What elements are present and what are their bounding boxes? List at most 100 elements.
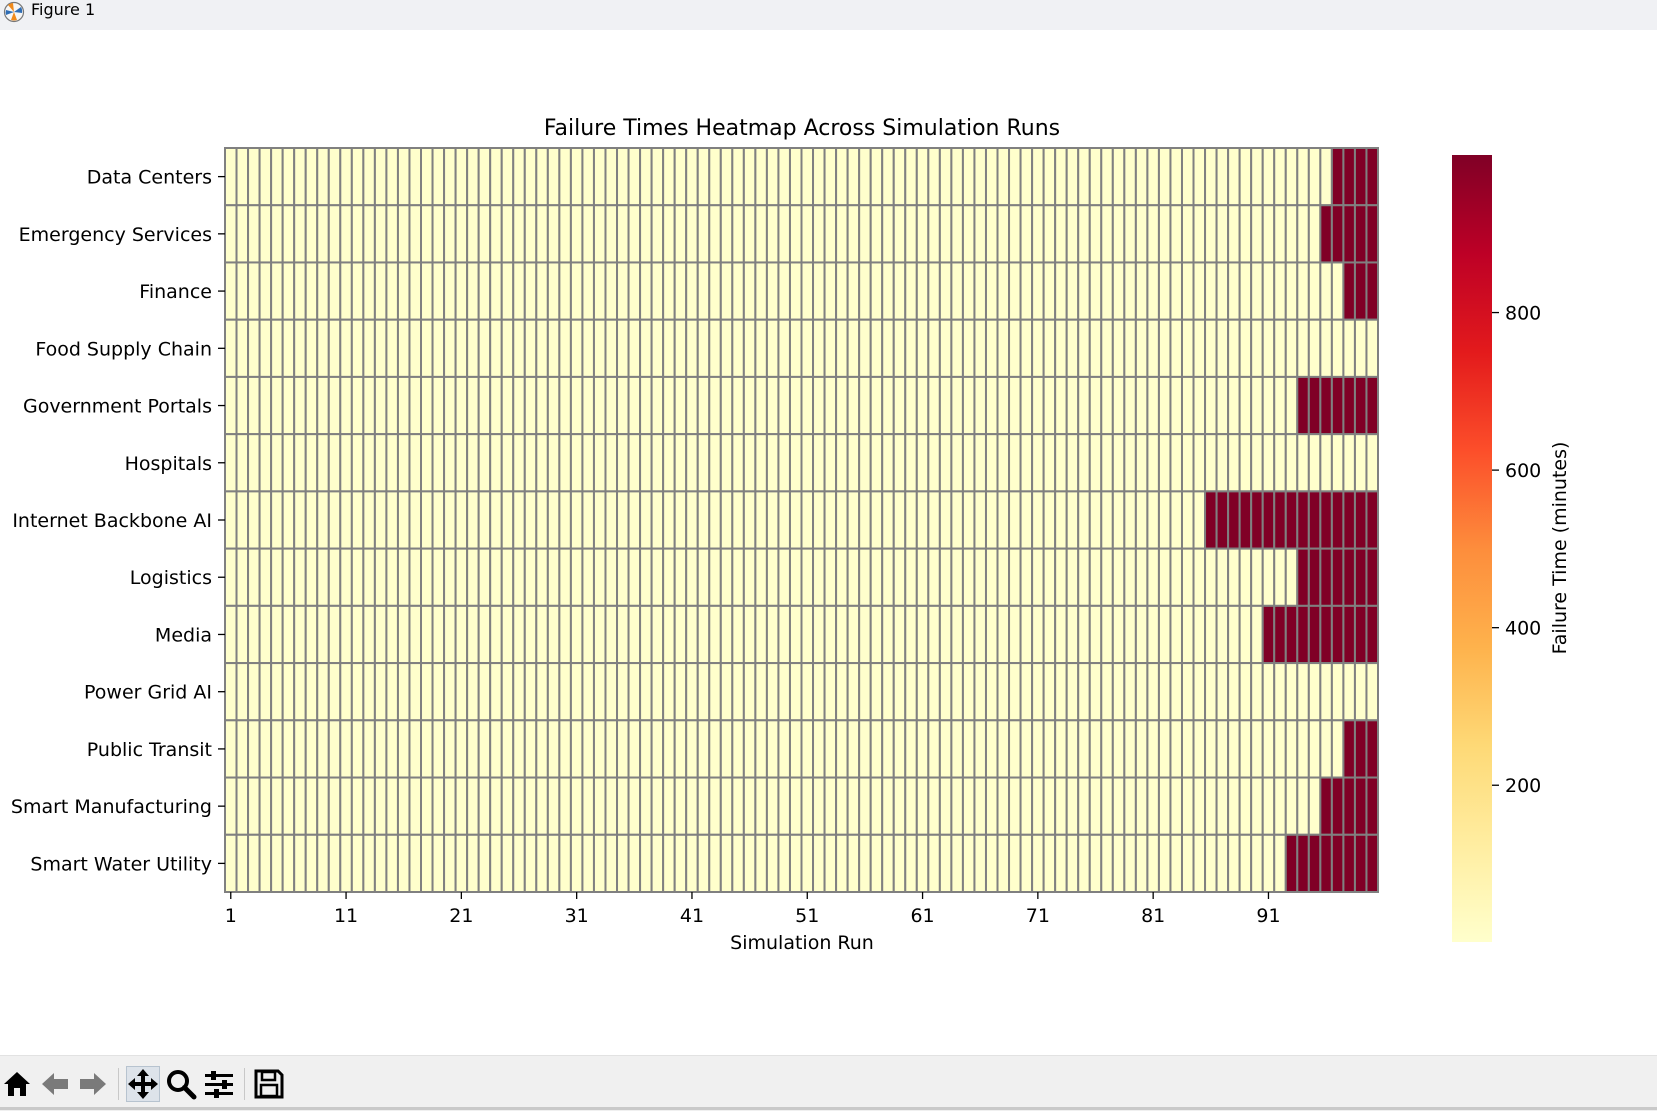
heatmap-cell (396, 261, 411, 321)
heatmap-cell (719, 147, 734, 207)
heatmap-cell (1100, 318, 1114, 378)
heatmap-cell (754, 662, 768, 722)
heatmap-cell (373, 433, 388, 493)
heatmap-cell (1250, 776, 1264, 836)
heatmap-cell (846, 833, 861, 894)
heatmap-cell (1296, 490, 1310, 550)
heatmap-cell (1031, 719, 1045, 779)
heatmap-cell (339, 490, 353, 550)
heatmap-cell (258, 662, 273, 722)
heatmap-cell (650, 662, 665, 722)
heatmap-cell (385, 375, 399, 436)
heatmap-cell (1342, 261, 1356, 321)
heatmap-cell (558, 833, 572, 894)
heatmap-cell (270, 204, 284, 264)
heatmap-cell (858, 261, 872, 321)
heatmap-cell (823, 719, 838, 779)
back-button[interactable] (38, 1066, 72, 1102)
home-button[interactable] (0, 1066, 34, 1102)
configure-subplots-button[interactable] (202, 1066, 236, 1102)
forward-button[interactable] (76, 1066, 110, 1102)
heatmap-cell (270, 776, 284, 836)
heatmap-cell (1365, 375, 1379, 436)
heatmap-cell (1192, 833, 1207, 894)
save-button[interactable] (252, 1066, 286, 1102)
heatmap-cell (858, 719, 872, 779)
heatmap-cell (742, 662, 757, 722)
heatmap-cell (1353, 490, 1368, 550)
heatmap-cell (961, 261, 976, 321)
heatmap-cell (362, 547, 376, 607)
heatmap-cell (304, 261, 319, 321)
heatmap-cell (662, 604, 676, 665)
heatmap-cell (996, 604, 1011, 665)
heatmap-cell (235, 375, 250, 436)
heatmap-cell (973, 204, 987, 264)
heatmap-cell (708, 490, 722, 550)
heatmap-cell (1284, 833, 1299, 894)
heatmap-cell (858, 604, 872, 665)
heatmap-cell (1180, 375, 1195, 436)
heatmap-cell (812, 662, 826, 722)
heatmap-cell (592, 833, 607, 894)
heatmap-cell (408, 375, 423, 436)
heatmap-cell (408, 719, 423, 779)
arrow-right-icon (80, 1073, 106, 1095)
heatmap-cell (1065, 833, 1080, 894)
zoom-button[interactable] (164, 1066, 198, 1102)
heatmap-cell (742, 375, 757, 436)
heatmap-cell (1307, 662, 1322, 722)
heatmap-cell (1227, 147, 1241, 207)
heatmap-cell (1319, 662, 1333, 722)
heatmap-cell (800, 261, 815, 321)
heatmap-cell (788, 719, 803, 779)
heatmap-cell (1319, 375, 1333, 436)
heatmap-cell (1008, 662, 1022, 722)
heatmap-cell (685, 662, 699, 722)
heatmap-cell (938, 604, 953, 665)
heatmap-cell (546, 261, 561, 321)
heatmap-cell (408, 204, 423, 264)
heatmap-cell (616, 776, 630, 836)
heatmap-cell (662, 147, 676, 207)
heatmap-cell (1330, 318, 1345, 378)
heatmap-cell (512, 204, 526, 264)
heatmap-cell (1261, 147, 1276, 207)
heatmap-cell (339, 375, 353, 436)
heatmap-cell (604, 147, 619, 207)
heatmap-cell (719, 490, 734, 550)
y-tick-label: Government Portals (23, 396, 212, 418)
heatmap-cell (915, 433, 930, 493)
heatmap-cell (996, 662, 1011, 722)
heatmap-cell (477, 261, 492, 321)
heatmap-cell (881, 147, 895, 207)
heatmap-cell (523, 776, 538, 836)
heatmap-cell (489, 719, 503, 779)
heatmap-cell (938, 147, 953, 207)
heatmap-cell (581, 147, 595, 207)
heatmap-cell (408, 490, 423, 550)
heatmap-cell (569, 776, 584, 836)
heatmap-cell (639, 547, 653, 607)
heatmap-cell (742, 490, 757, 550)
heatmap-cell (1123, 833, 1137, 894)
heatmap-cell (489, 604, 503, 665)
heatmap-cell (846, 547, 861, 607)
heatmap-cell (1204, 547, 1218, 607)
heatmap-cell (858, 318, 872, 378)
heatmap-cell (754, 776, 768, 836)
heatmap-cell (1250, 261, 1264, 321)
heatmap-cell (1204, 147, 1218, 207)
x-axis: 1 11 21 31 41 51 61 71 81 91 (225, 892, 1281, 927)
pan-button[interactable] (126, 1066, 160, 1102)
heatmap-cell (1088, 375, 1103, 436)
heatmap-cell (558, 719, 572, 779)
heatmap-cell (662, 833, 676, 894)
heatmap-cell (1273, 547, 1287, 607)
heatmap-cell (846, 776, 861, 836)
heatmap-cell (1204, 375, 1218, 436)
heatmap-cell (1065, 662, 1080, 722)
heatmap-cell (777, 433, 791, 493)
heatmap-cell (742, 261, 757, 321)
heatmap-cell (443, 204, 457, 264)
